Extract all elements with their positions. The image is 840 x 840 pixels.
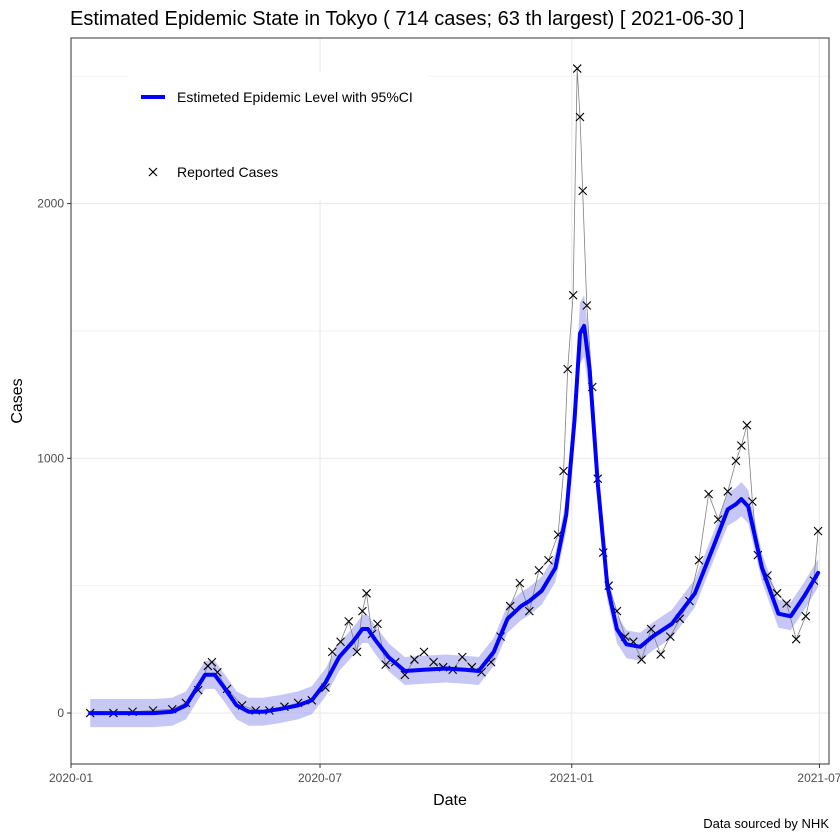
case-point (731, 456, 741, 466)
legend-cases-label: Reported Cases (177, 164, 278, 180)
x-tick-label: 2020-01 (49, 771, 93, 785)
y-tick-label: 1000 (37, 451, 64, 465)
case-point (782, 599, 791, 608)
case-point (207, 657, 217, 667)
x-axis-title: Date (433, 792, 467, 809)
case-point (575, 112, 585, 122)
case-point (737, 441, 746, 450)
case-point (656, 650, 666, 659)
x-axis: 2020-01 2020-07 2021-01 2021-07 (49, 764, 840, 785)
case-point (373, 619, 382, 629)
case-point (336, 637, 345, 647)
case-point (747, 497, 757, 507)
chart-title: Estimated Epidemic State in Tokyo ( 714 … (70, 8, 744, 30)
legend-estimate-label: Estimeted Epidemic Level with 95%CI (177, 89, 413, 105)
case-point (534, 566, 544, 575)
case-point (801, 611, 811, 621)
case-point (791, 634, 801, 644)
y-tick-label: 2000 (37, 197, 64, 211)
case-point (568, 290, 578, 300)
case-point (429, 657, 438, 667)
plot-panel-border (70, 37, 830, 765)
case-point (813, 526, 823, 536)
case-point (723, 487, 733, 496)
legend-background (128, 72, 428, 200)
case-point (772, 588, 782, 598)
estimate-series-line (88, 323, 821, 716)
case-point (524, 606, 534, 616)
legend: Estimeted Epidemic Level with 95%CI Repo… (128, 72, 428, 200)
case-point (515, 578, 525, 588)
case-point (327, 647, 337, 657)
case-point (381, 660, 391, 670)
case-point (578, 186, 588, 196)
case-point (358, 606, 367, 616)
x-tick-label: 2021-07 (797, 771, 840, 785)
case-point (457, 652, 467, 662)
x-tick-label: 2021-01 (550, 771, 594, 785)
case-point (704, 489, 713, 499)
legend-cases-swatch (148, 167, 158, 177)
case-point (419, 647, 429, 657)
y-axis-title: Cases (9, 378, 26, 423)
case-point (344, 616, 354, 626)
source-caption: Data sourced by NHK (703, 816, 829, 831)
case-point (665, 632, 675, 642)
estimate-line (88, 323, 821, 716)
case-point (563, 364, 573, 374)
y-tick-label: 0 (57, 706, 64, 720)
case-point (582, 301, 592, 310)
case-point (559, 466, 568, 476)
case-point (505, 601, 515, 611)
case-point (637, 655, 646, 664)
x-tick-label: 2020-07 (298, 771, 342, 785)
case-point (410, 655, 419, 664)
case-point (352, 647, 362, 657)
y-axis: 0 1000 2000 (37, 197, 71, 720)
case-point (694, 555, 704, 565)
case-point (646, 624, 656, 634)
case-point (742, 420, 752, 430)
case-point (362, 588, 371, 598)
case-point (544, 555, 553, 565)
case-point (572, 64, 582, 73)
